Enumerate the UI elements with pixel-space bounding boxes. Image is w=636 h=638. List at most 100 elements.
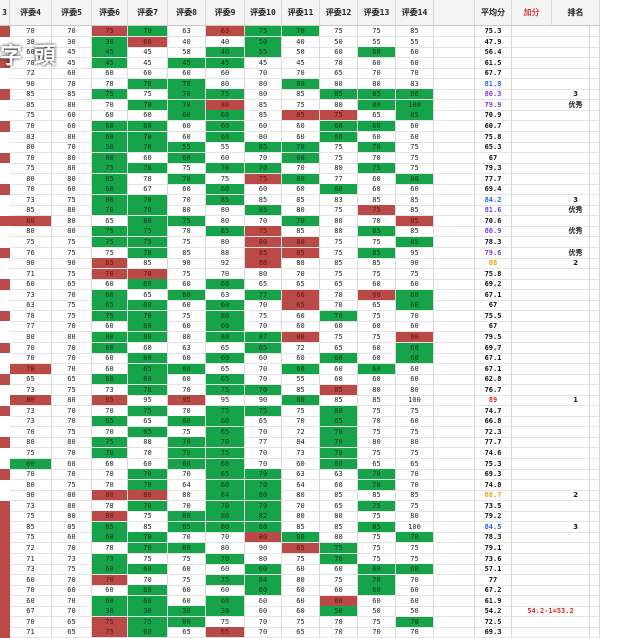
score-cell[interactable]: 60 [52, 110, 92, 122]
rank-cell[interactable]: 优秀 [552, 226, 600, 238]
score-cell[interactable]: 75 [358, 331, 396, 343]
empty-cell[interactable] [434, 89, 475, 101]
score-cell[interactable]: 80 [282, 574, 320, 586]
score-cell[interactable]: 75 [396, 553, 434, 565]
score-cell[interactable]: 60 [128, 300, 168, 312]
average-cell[interactable]: 69.3 [475, 627, 512, 638]
score-cell[interactable]: 70 [52, 321, 92, 333]
score-cell[interactable]: 75 [52, 247, 92, 259]
score-cell[interactable]: 85 [206, 194, 245, 206]
empty-cell[interactable] [434, 342, 475, 354]
score-cell[interactable]: 80 [10, 142, 52, 154]
score-cell[interactable]: 75 [52, 268, 92, 280]
score-cell[interactable]: 73 [92, 384, 128, 396]
score-cell[interactable]: 60 [320, 564, 358, 576]
score-cell[interactable]: 60 [10, 279, 52, 291]
score-cell[interactable]: 60 [206, 416, 245, 428]
empty-cell[interactable] [434, 437, 475, 449]
average-cell[interactable]: 62.8 [475, 374, 512, 386]
bonus-cell[interactable] [512, 173, 590, 185]
rank-cell[interactable] [552, 184, 600, 196]
score-cell[interactable]: 80 [52, 131, 92, 143]
average-cell[interactable]: 61.5 [475, 57, 512, 69]
score-cell[interactable]: 80 [52, 500, 92, 512]
score-cell[interactable]: 78 [128, 247, 168, 259]
score-cell[interactable]: 70 [320, 310, 358, 322]
score-cell[interactable]: 60 [396, 595, 434, 607]
empty-cell[interactable] [434, 542, 475, 554]
score-cell[interactable]: 60 [128, 36, 168, 48]
score-cell[interactable]: 75 [10, 448, 52, 459]
score-cell[interactable]: 75 [396, 426, 434, 438]
score-cell[interactable]: 60 [282, 131, 320, 143]
empty-cell[interactable] [434, 395, 475, 407]
score-cell[interactable]: 75 [52, 479, 92, 491]
score-cell[interactable]: 60 [92, 279, 128, 291]
score-cell[interactable]: 80 [320, 163, 358, 175]
score-cell[interactable]: 65 [128, 416, 168, 428]
score-cell[interactable]: 75 [358, 268, 396, 280]
score-cell[interactable]: 75 [245, 226, 282, 238]
score-cell[interactable]: 77 [320, 173, 358, 185]
score-cell[interactable]: 70 [245, 300, 282, 312]
rank-cell[interactable] [552, 363, 600, 375]
score-cell[interactable]: 65 [128, 426, 168, 438]
empty-cell[interactable] [434, 469, 475, 481]
score-cell[interactable]: 65 [52, 627, 92, 638]
score-cell[interactable]: 60 [92, 110, 128, 122]
bonus-cell[interactable] [512, 237, 590, 248]
score-cell[interactable]: 60 [168, 585, 206, 597]
rank-cell[interactable] [552, 426, 600, 438]
score-cell[interactable]: 85 [245, 247, 282, 259]
score-cell[interactable]: 60 [206, 120, 245, 132]
score-cell[interactable]: 60 [358, 57, 396, 69]
score-cell[interactable]: 70 [282, 215, 320, 227]
score-cell[interactable]: 70 [168, 173, 206, 185]
average-cell[interactable]: 70.6 [475, 215, 512, 227]
score-cell[interactable]: 75 [358, 426, 396, 438]
score-cell[interactable]: 45 [245, 57, 282, 69]
score-cell[interactable]: 85 [168, 247, 206, 259]
score-cell[interactable]: 65 [206, 469, 245, 481]
score-cell[interactable]: 60 [52, 458, 92, 470]
bonus-cell[interactable] [512, 205, 590, 217]
average-cell[interactable]: 56.4 [475, 47, 512, 59]
empty-cell[interactable] [434, 268, 475, 280]
score-cell[interactable]: 85 [320, 490, 358, 502]
bonus-cell[interactable] [512, 511, 590, 523]
bonus-cell[interactable] [512, 331, 590, 343]
score-cell[interactable]: 60 [396, 120, 434, 132]
score-cell[interactable]: 65 [320, 342, 358, 354]
score-cell[interactable]: 65 [206, 374, 245, 386]
score-cell[interactable]: 75 [245, 26, 282, 37]
score-cell[interactable]: 70 [10, 426, 52, 438]
score-cell[interactable]: 65 [92, 300, 128, 312]
rank-cell[interactable] [552, 532, 600, 544]
average-cell[interactable]: 79.6 [475, 247, 512, 259]
empty-cell[interactable] [434, 521, 475, 533]
column-header[interactable]: 评委14 [396, 0, 434, 26]
score-cell[interactable]: 63 [168, 342, 206, 354]
bonus-cell[interactable] [512, 458, 590, 470]
rank-cell[interactable] [552, 458, 600, 470]
score-cell[interactable]: 60 [52, 68, 92, 80]
score-cell[interactable]: 80 [168, 205, 206, 217]
score-cell[interactable]: 60 [358, 363, 396, 375]
score-cell[interactable]: 75 [128, 511, 168, 523]
score-cell[interactable]: 60 [168, 120, 206, 132]
score-cell[interactable]: 70 [245, 163, 282, 175]
score-cell[interactable]: 30 [206, 606, 245, 618]
column-header[interactable]: 评委8 [168, 0, 206, 26]
score-cell[interactable]: 100 [396, 521, 434, 533]
score-cell[interactable]: 70 [168, 469, 206, 481]
score-cell[interactable]: 70 [10, 152, 52, 164]
score-cell[interactable]: 75 [282, 553, 320, 565]
score-cell[interactable]: 85 [92, 521, 128, 533]
score-cell[interactable]: 72 [282, 426, 320, 438]
score-cell[interactable]: 70 [320, 627, 358, 638]
score-cell[interactable]: 80 [358, 99, 396, 111]
empty-cell[interactable] [434, 405, 475, 417]
score-cell[interactable]: 65 [245, 279, 282, 291]
score-cell[interactable]: 78 [92, 542, 128, 554]
score-cell[interactable]: 75 [396, 405, 434, 417]
